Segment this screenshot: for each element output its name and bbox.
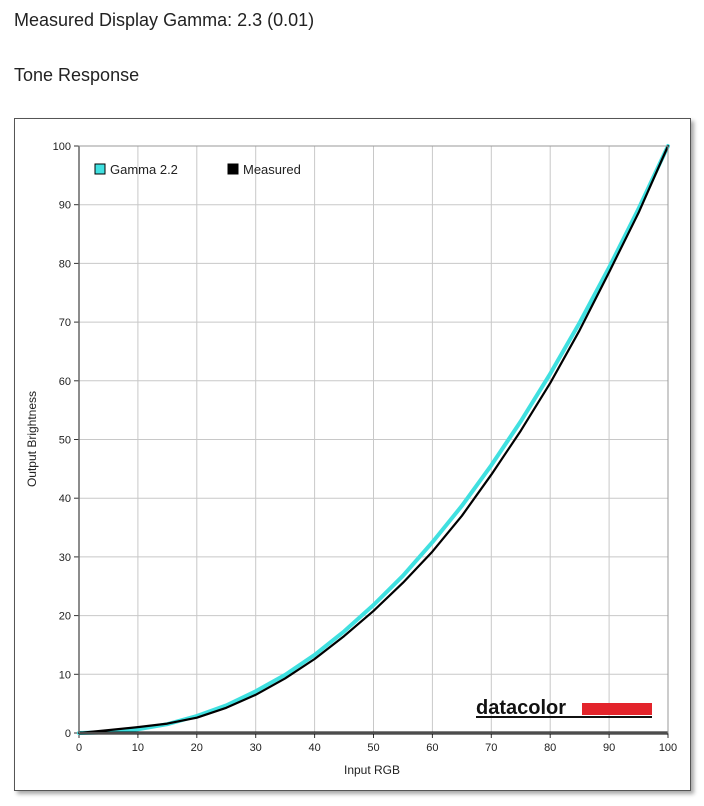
x-tick-label: 60 [426, 742, 438, 754]
datacolor-logo: datacolor [476, 697, 652, 719]
legend-label-gamma: Gamma 2.2 [110, 162, 178, 177]
series-lines [77, 144, 670, 735]
plot-border [78, 145, 669, 734]
y-tick-label: 40 [59, 493, 71, 505]
x-tick-label: 80 [544, 742, 556, 754]
logo-underline [476, 716, 652, 718]
x-tick-label: 70 [485, 742, 497, 754]
legend-swatch-measured [227, 163, 239, 175]
x-tick-label: 90 [603, 742, 615, 754]
y-tick-label: 70 [59, 317, 71, 329]
y-tick-label: 80 [59, 258, 71, 270]
measured-line [77, 144, 670, 735]
x-tick-label: 30 [250, 742, 262, 754]
x-tick-label: 20 [191, 742, 203, 754]
y-tick-label: 90 [59, 200, 71, 212]
legend-label-measured: Measured [243, 162, 301, 177]
x-tick-label: 100 [659, 742, 677, 754]
logo-accent-bar [582, 703, 652, 715]
x-tick-label: 0 [76, 742, 82, 754]
y-tick-label: 10 [59, 669, 71, 681]
y-tick-label: 50 [59, 435, 71, 447]
axes [78, 145, 669, 735]
tone-response-title: Tone Response [14, 65, 140, 85]
legend: Gamma 2.2 Measured [94, 162, 301, 177]
x-tick-label: 10 [132, 742, 144, 754]
legend-swatch-gamma [94, 163, 106, 175]
logo-wordmark: datacolor [476, 697, 566, 719]
y-tick-label: 0 [65, 728, 71, 740]
axis-ticks: 0 10 20 30 40 50 60 70 80 90 100 0 10 20 30 40 50 60 70 80 9… [53, 141, 678, 754]
y-tick-label: 20 [59, 611, 71, 623]
chart-svg: 0 10 20 30 40 50 60 70 80 90 100 0 10 20 30 40 50 60 70 80 9… [25, 141, 678, 777]
grid-lines [79, 146, 668, 733]
tone-response-chart: 0 10 20 30 40 50 60 70 80 90 100 0 10 20 30 40 50 60 70 80 9… [14, 118, 691, 791]
y-tick-label: 100 [53, 141, 71, 153]
x-tick-label: 50 [367, 742, 379, 754]
y-tick-label: 30 [59, 552, 71, 564]
measured-gamma-heading: Measured Display Gamma: 2.3 (0.01) [14, 10, 315, 30]
y-axis-label: Output Brightness [25, 391, 39, 487]
x-axis-label: Input RGB [344, 763, 400, 777]
y-tick-label: 60 [59, 376, 71, 388]
x-tick-label: 40 [308, 742, 320, 754]
